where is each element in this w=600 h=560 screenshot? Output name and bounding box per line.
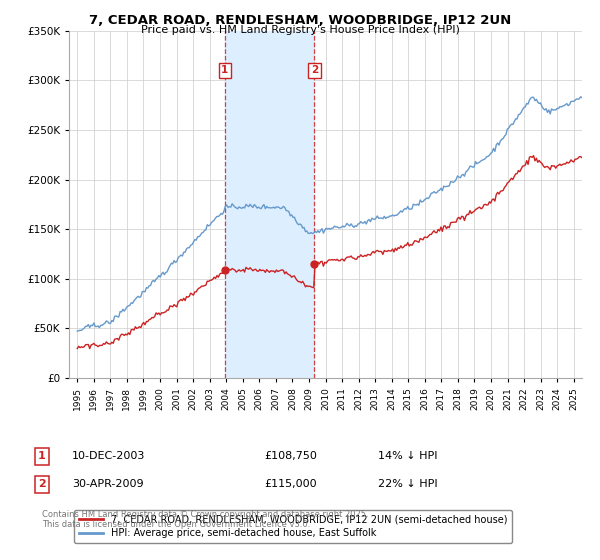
- Text: £108,750: £108,750: [264, 451, 317, 461]
- Text: £115,000: £115,000: [264, 479, 317, 489]
- Text: 1: 1: [38, 451, 46, 461]
- Text: Contains HM Land Registry data © Crown copyright and database right 2025.
This d: Contains HM Land Registry data © Crown c…: [42, 510, 368, 529]
- Text: 7, CEDAR ROAD, RENDLESHAM, WOODBRIDGE, IP12 2UN: 7, CEDAR ROAD, RENDLESHAM, WOODBRIDGE, I…: [89, 14, 511, 27]
- Text: 30-APR-2009: 30-APR-2009: [72, 479, 143, 489]
- Text: 2: 2: [311, 66, 318, 76]
- Text: 22% ↓ HPI: 22% ↓ HPI: [378, 479, 437, 489]
- Text: Price paid vs. HM Land Registry's House Price Index (HPI): Price paid vs. HM Land Registry's House …: [140, 25, 460, 35]
- Text: 1: 1: [221, 66, 229, 76]
- Text: 14% ↓ HPI: 14% ↓ HPI: [378, 451, 437, 461]
- Text: 10-DEC-2003: 10-DEC-2003: [72, 451, 145, 461]
- Bar: [225, 31, 314, 378]
- Legend: 7, CEDAR ROAD, RENDLESHAM, WOODBRIDGE, IP12 2UN (semi-detached house), HPI: Aver: 7, CEDAR ROAD, RENDLESHAM, WOODBRIDGE, I…: [74, 510, 512, 543]
- Text: 2: 2: [38, 479, 46, 489]
